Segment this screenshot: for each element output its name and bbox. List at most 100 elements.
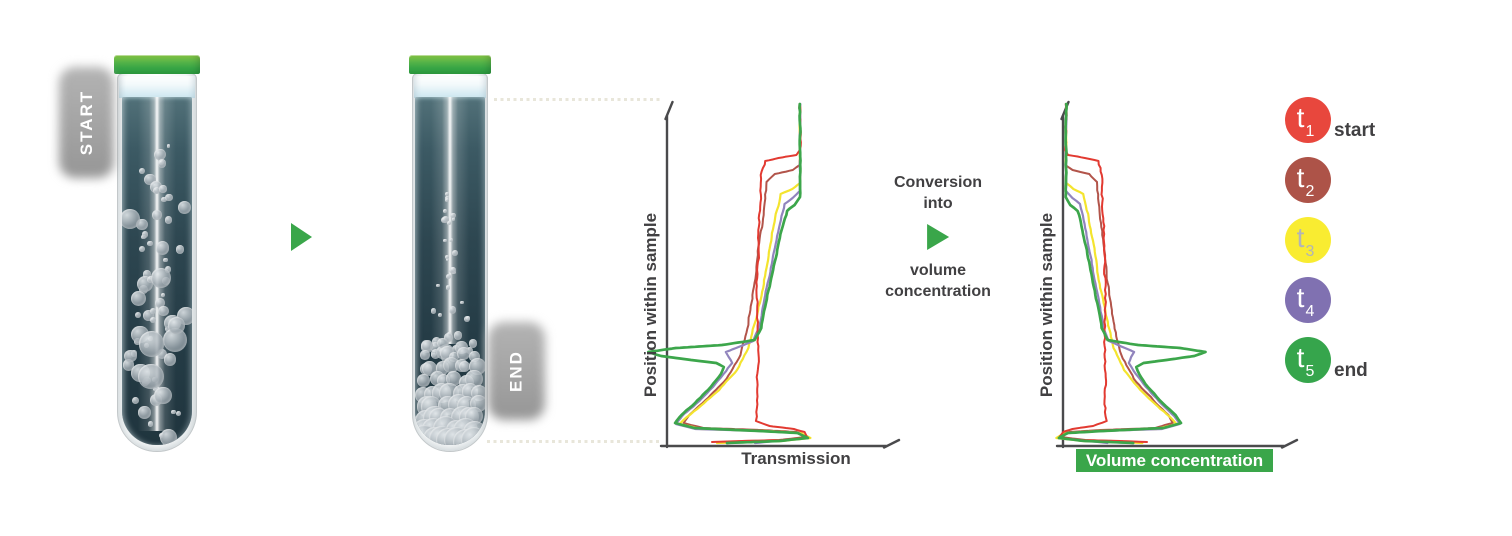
particle-bubble bbox=[150, 267, 172, 288]
legend-item-t5: t5 end bbox=[1285, 337, 1375, 383]
tube-liquid bbox=[122, 97, 192, 445]
particle-bubble bbox=[122, 359, 135, 371]
particle-bubble bbox=[420, 350, 430, 360]
particle-bubble bbox=[458, 361, 470, 373]
particle-bubble bbox=[154, 148, 166, 161]
particle-bubble bbox=[447, 220, 452, 225]
particle-bubble bbox=[449, 238, 454, 243]
start-badge-label: START bbox=[76, 89, 96, 156]
particle-bubble bbox=[147, 240, 153, 247]
particle-bubble bbox=[138, 364, 164, 390]
series-t2-curve bbox=[682, 103, 808, 443]
particle-bubble bbox=[446, 371, 461, 386]
particle-bubble bbox=[136, 218, 148, 231]
particle-bubble bbox=[138, 331, 165, 357]
legend-symbol: t5 bbox=[1296, 342, 1315, 380]
particle-bubble bbox=[465, 316, 470, 321]
particle-bubble bbox=[152, 210, 162, 220]
legend-symbol: t1 bbox=[1296, 102, 1315, 140]
particle-bubble bbox=[168, 316, 186, 334]
particle-bubble bbox=[144, 173, 157, 186]
particle-bubble bbox=[158, 159, 165, 165]
x-axis-arrowhead bbox=[1280, 438, 1299, 449]
tube-air-gap bbox=[414, 76, 486, 98]
particle-bubble bbox=[142, 310, 154, 321]
particle-bubble bbox=[122, 209, 140, 230]
legend-note-start: start bbox=[1334, 120, 1376, 141]
particle-bubble bbox=[450, 212, 456, 219]
legend-swatch-t2: t2 bbox=[1285, 157, 1331, 203]
dotted-connector-top bbox=[494, 98, 662, 101]
particle-bubble bbox=[444, 333, 453, 342]
particle-bubble bbox=[460, 301, 464, 305]
particle-bubble bbox=[443, 208, 448, 213]
x-axis-arrowhead bbox=[882, 438, 901, 449]
process-arrow-icon bbox=[291, 223, 312, 251]
legend-item-t4: t4 bbox=[1285, 277, 1375, 323]
particle-bubble bbox=[166, 144, 170, 148]
transmission-chart bbox=[646, 100, 901, 449]
particle-bubble bbox=[163, 353, 177, 366]
conversion-arrow-icon bbox=[926, 224, 949, 251]
legend-symbol: t4 bbox=[1296, 282, 1315, 320]
particle-bubble bbox=[159, 185, 167, 193]
legend-swatch-t4: t4 bbox=[1285, 277, 1331, 323]
particle-bubble bbox=[177, 200, 191, 214]
legend-swatch-t5: t5 bbox=[1285, 337, 1331, 383]
end-badge-label: END bbox=[506, 350, 526, 392]
legend-item-t1: t1 start bbox=[1285, 97, 1375, 143]
particle-bubble bbox=[154, 386, 172, 404]
series-t4-curve bbox=[674, 102, 808, 445]
particle-bubble bbox=[444, 197, 449, 202]
start-badge: START bbox=[59, 67, 114, 178]
start-badge-background bbox=[59, 67, 114, 178]
particle-bubble bbox=[164, 266, 172, 273]
particle-bubble bbox=[155, 241, 170, 255]
particle-bubble bbox=[443, 238, 447, 243]
particle-bubble bbox=[420, 339, 433, 352]
particle-bubble bbox=[416, 373, 430, 387]
particle-bubble bbox=[430, 349, 440, 359]
conversion-text-line3: volume bbox=[909, 262, 967, 280]
particle-bubble bbox=[158, 433, 164, 439]
particle-bubble bbox=[138, 406, 151, 419]
particle-bubble bbox=[134, 312, 141, 319]
legend-item-t2: t2 bbox=[1285, 157, 1375, 203]
volume-concentration-chart bbox=[1055, 100, 1299, 449]
tube-cap bbox=[409, 55, 491, 74]
volume-y-axis-label: Position within sample bbox=[1037, 212, 1056, 398]
particle-bubble bbox=[156, 348, 167, 360]
particle-bubble bbox=[441, 217, 448, 224]
particle-bubble bbox=[445, 257, 450, 262]
particle-bubble bbox=[159, 428, 177, 445]
end-test-tube bbox=[409, 55, 491, 452]
particle-bubble bbox=[437, 313, 442, 318]
series-t3-curve bbox=[678, 102, 812, 445]
particle-bubble bbox=[435, 283, 440, 288]
dotted-connector-bottom bbox=[487, 440, 660, 443]
series-t1-curve bbox=[1058, 103, 1148, 443]
particle-bubble bbox=[142, 270, 152, 279]
particle-bubble bbox=[153, 186, 161, 194]
particle-bubble bbox=[161, 196, 168, 203]
conversion-annotation: Conversion into volume concentration bbox=[885, 172, 991, 302]
volume-x-axis-label: Volume concentration bbox=[1076, 449, 1273, 472]
conversion-text-line1: Conversion bbox=[893, 174, 983, 191]
particle-bubble bbox=[138, 167, 145, 175]
particle-bubble bbox=[138, 245, 145, 252]
particle-bubble bbox=[436, 337, 448, 349]
legend-symbol: t3 bbox=[1296, 222, 1315, 260]
legend-note-end: end bbox=[1334, 360, 1368, 381]
tube-liquid bbox=[415, 97, 485, 445]
particle-bubble bbox=[453, 331, 463, 340]
series-t3-curve bbox=[1055, 102, 1178, 445]
y-axis-arrowhead bbox=[1060, 100, 1070, 121]
transmission-y-axis-label: Position within sample bbox=[641, 212, 660, 398]
particle-bubble bbox=[430, 308, 437, 314]
particle-bubble bbox=[175, 244, 185, 254]
particle-bubble bbox=[141, 231, 149, 238]
start-test-tube bbox=[114, 55, 200, 452]
particle-bubble bbox=[443, 356, 460, 373]
particle-bubble bbox=[461, 427, 485, 445]
